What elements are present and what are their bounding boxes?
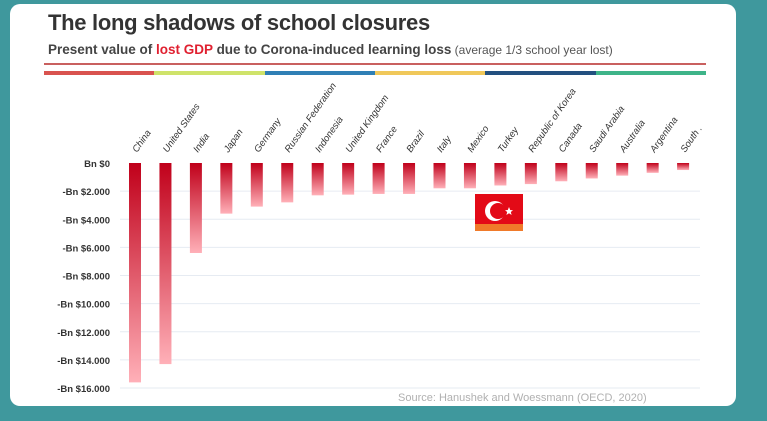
subtitle-note: (average 1/3 school year lost) xyxy=(451,43,613,57)
x-tick-label: Turkey xyxy=(496,124,522,155)
bar-france xyxy=(372,163,385,194)
y-tick-label: -Bn $10.000 xyxy=(57,300,110,311)
subtitle-text-2: due to Corona-induced learning loss xyxy=(212,42,452,57)
x-tick-label: France xyxy=(374,124,400,155)
x-tick-label: Italy xyxy=(435,133,455,155)
y-tick-label: -Bn $4.000 xyxy=(62,215,110,226)
source-note: Source: Hanushek and Woessmann (OECD, 20… xyxy=(398,392,647,404)
x-tick-label: India xyxy=(191,132,212,155)
stripe-0 xyxy=(44,71,155,75)
y-tick-label: -Bn $2.000 xyxy=(62,187,110,198)
stripe-1 xyxy=(154,71,265,75)
turkey-flag-icon xyxy=(475,194,523,231)
bar-united-states xyxy=(159,163,172,365)
x-tick-label: Indonesia xyxy=(313,115,346,155)
x-tick-label: China xyxy=(130,128,153,155)
subtitle-text: Present value of xyxy=(48,42,157,57)
x-tick-label: Germany xyxy=(252,115,284,154)
x-tick-label: Brazil xyxy=(404,128,427,154)
x-tick-label: Mexico xyxy=(465,124,491,155)
bar-italy xyxy=(433,163,446,189)
color-stripes xyxy=(44,71,706,75)
y-tick-label: -Bn $14.000 xyxy=(57,356,110,367)
subtitle-highlight: lost GDP xyxy=(156,42,213,57)
bar-australia xyxy=(616,163,629,176)
slide-title: The long shadows of school closures xyxy=(48,10,430,35)
bar-argentina xyxy=(646,163,659,173)
bar-south- xyxy=(677,163,690,171)
bar-indonesia xyxy=(311,163,324,196)
bar-canada xyxy=(555,163,568,182)
bar-brazil xyxy=(403,163,416,194)
y-tick-label: -Bn $8.000 xyxy=(62,272,110,283)
bar-russian-federation xyxy=(281,163,294,203)
slide-subtitle: Present value of lost GDP due to Corona-… xyxy=(48,42,613,57)
title-rule xyxy=(44,63,706,65)
x-tick-label: Japan xyxy=(221,127,245,155)
x-tick-label: Russian Federation xyxy=(283,81,339,155)
bar-mexico xyxy=(463,163,476,189)
stripe-3 xyxy=(374,71,486,75)
x-tick-label: Argentina xyxy=(648,115,681,155)
bar-india xyxy=(189,163,202,253)
stripe-4 xyxy=(485,71,596,75)
bar-china xyxy=(129,163,141,383)
y-tick-label: -Bn $16.000 xyxy=(57,384,110,395)
y-tick-label: -Bn $6.000 xyxy=(62,243,110,254)
bar-republic-of-korea xyxy=(524,163,537,185)
y-tick-label: -Bn $12.000 xyxy=(57,328,110,339)
bar-united-kingdom xyxy=(342,163,355,195)
bar-saudi-arabia xyxy=(585,163,598,179)
x-tick-label: Canada xyxy=(557,121,585,155)
stripe-2 xyxy=(264,71,375,75)
y-tick-label: Bn $0 xyxy=(84,159,110,170)
bar-japan xyxy=(220,163,233,214)
x-tick-label: Australia xyxy=(617,118,648,155)
bar-turkey xyxy=(494,163,507,186)
x-tick-label: South . xyxy=(679,124,705,155)
stripe-5 xyxy=(595,71,706,75)
bar-germany xyxy=(250,163,263,207)
